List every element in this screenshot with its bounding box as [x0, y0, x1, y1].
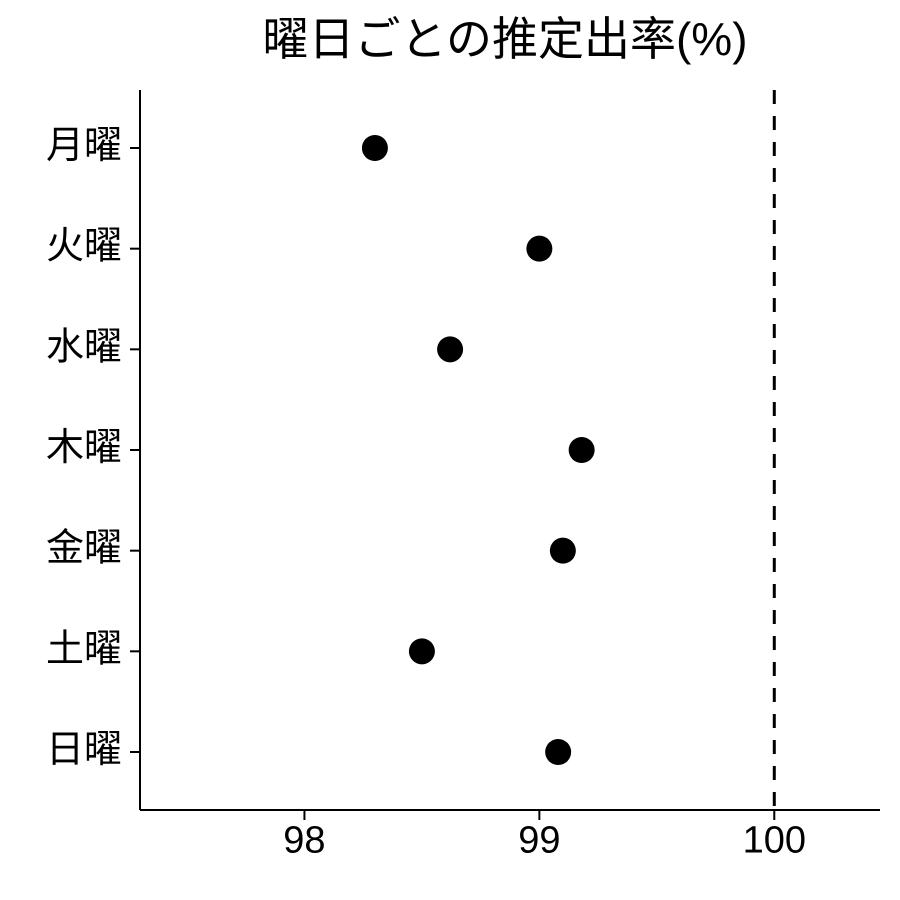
data-point — [545, 739, 571, 765]
x-tick-label: 98 — [283, 819, 325, 861]
y-tick-label: 土曜 — [46, 628, 122, 670]
data-point — [550, 538, 576, 564]
y-tick-label: 水曜 — [46, 326, 122, 368]
data-point — [437, 336, 463, 362]
chart-container: 曜日ごとの推定出率(%) 月曜火曜水曜木曜金曜土曜日曜 98 99 100 — [0, 0, 900, 900]
data-point — [569, 437, 595, 463]
data-point — [526, 236, 552, 262]
x-tick-label: 99 — [518, 819, 560, 861]
y-tick-label: 日曜 — [46, 729, 122, 771]
y-tick-label: 月曜 — [46, 125, 122, 167]
data-point — [409, 638, 435, 664]
y-tick-label: 火曜 — [46, 226, 122, 268]
y-tick-label: 金曜 — [46, 528, 122, 570]
y-tick-label: 木曜 — [46, 427, 122, 469]
data-point — [362, 135, 388, 161]
x-tick-label: 100 — [743, 819, 806, 861]
dot-chart: 曜日ごとの推定出率(%) 月曜火曜水曜木曜金曜土曜日曜 98 99 100 — [0, 0, 900, 900]
chart-title: 曜日ごとの推定出率(%) — [262, 13, 747, 65]
